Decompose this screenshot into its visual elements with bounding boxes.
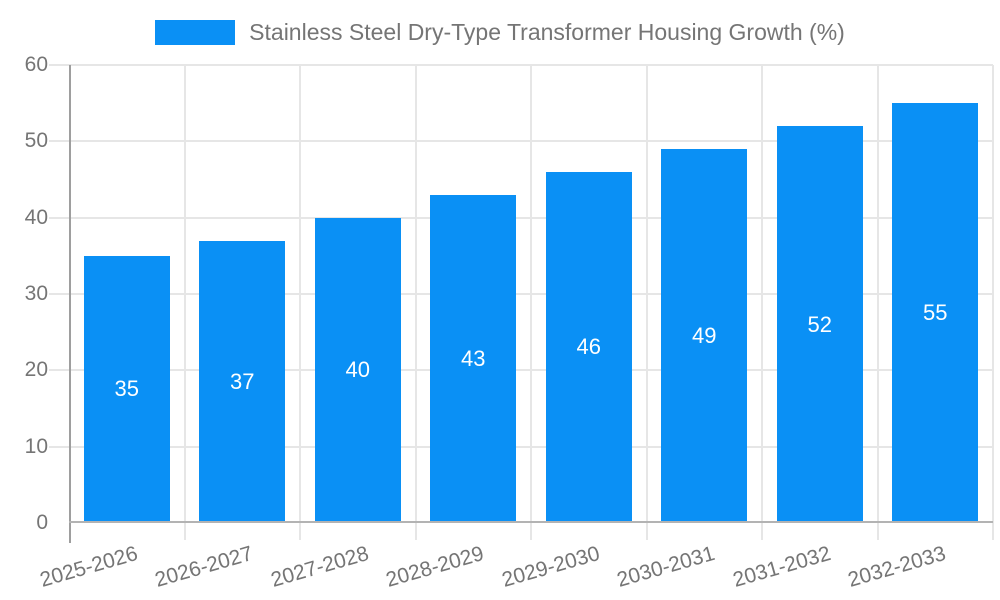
legend-swatch xyxy=(155,19,236,45)
bar: 37 xyxy=(199,240,286,523)
plot-area: 35 37 40 43 46 49 52 55 xyxy=(49,64,994,543)
bar-value-label: 37 xyxy=(230,368,255,394)
x-gridline xyxy=(992,65,994,540)
x-gridline xyxy=(876,65,879,540)
x-axis-tick-label: 2029-2030 xyxy=(499,542,603,592)
y-gridline xyxy=(49,64,993,66)
y-gridline xyxy=(49,369,993,372)
legend: Stainless Steel Dry-Type Transformer Hou… xyxy=(0,19,1000,45)
bar: 46 xyxy=(545,171,632,523)
y-axis-tick-label: 60 xyxy=(24,53,48,76)
bar-value-label: 43 xyxy=(461,345,486,371)
bar-value-label: 49 xyxy=(692,322,717,348)
bar-value-label: 40 xyxy=(345,357,370,383)
y-axis-tick-label: 30 xyxy=(24,282,48,305)
x-axis-tick-label: 2026-2027 xyxy=(152,542,256,592)
bar: 43 xyxy=(430,194,517,523)
y-axis-tick-label: 40 xyxy=(24,205,48,229)
bar: 55 xyxy=(892,103,979,523)
x-axis-tick-label: 2025-2026 xyxy=(37,542,141,592)
y-gridline xyxy=(49,216,993,219)
y-axis-line xyxy=(69,65,71,543)
x-axis-baseline xyxy=(69,521,993,523)
x-axis-tick-label: 2032-2033 xyxy=(845,542,949,592)
x-gridline xyxy=(299,65,301,540)
y-gridline xyxy=(49,140,993,143)
x-gridline xyxy=(183,65,186,540)
y-axis-tick-label: 10 xyxy=(24,434,48,458)
legend-label: Stainless Steel Dry-Type Transformer Hou… xyxy=(249,18,845,45)
y-gridline xyxy=(49,445,993,448)
x-gridline xyxy=(530,65,532,540)
bar-value-label: 52 xyxy=(807,311,832,337)
x-gridline xyxy=(414,65,417,540)
y-axis-tick-label: 20 xyxy=(24,358,48,382)
bar-value-label: 46 xyxy=(576,334,601,360)
x-axis-tick-label: 2030-2031 xyxy=(614,542,718,592)
x-axis-tick-label: 2031-2032 xyxy=(730,542,834,592)
x-gridline xyxy=(645,65,648,540)
bar-value-label: 35 xyxy=(114,376,139,402)
y-gridline xyxy=(49,293,993,295)
y-axis-tick-label: 0 xyxy=(36,511,48,534)
bar: 35 xyxy=(83,255,170,523)
y-axis-tick-label: 50 xyxy=(24,129,48,153)
x-gridline xyxy=(761,65,763,540)
x-axis-tick-label: 2028-2029 xyxy=(383,542,487,592)
bar: 49 xyxy=(661,148,748,523)
x-axis-tick-label: 2027-2028 xyxy=(268,542,372,592)
bar: 40 xyxy=(314,217,401,523)
bar: 52 xyxy=(776,126,863,523)
bar-value-label: 55 xyxy=(923,300,948,326)
